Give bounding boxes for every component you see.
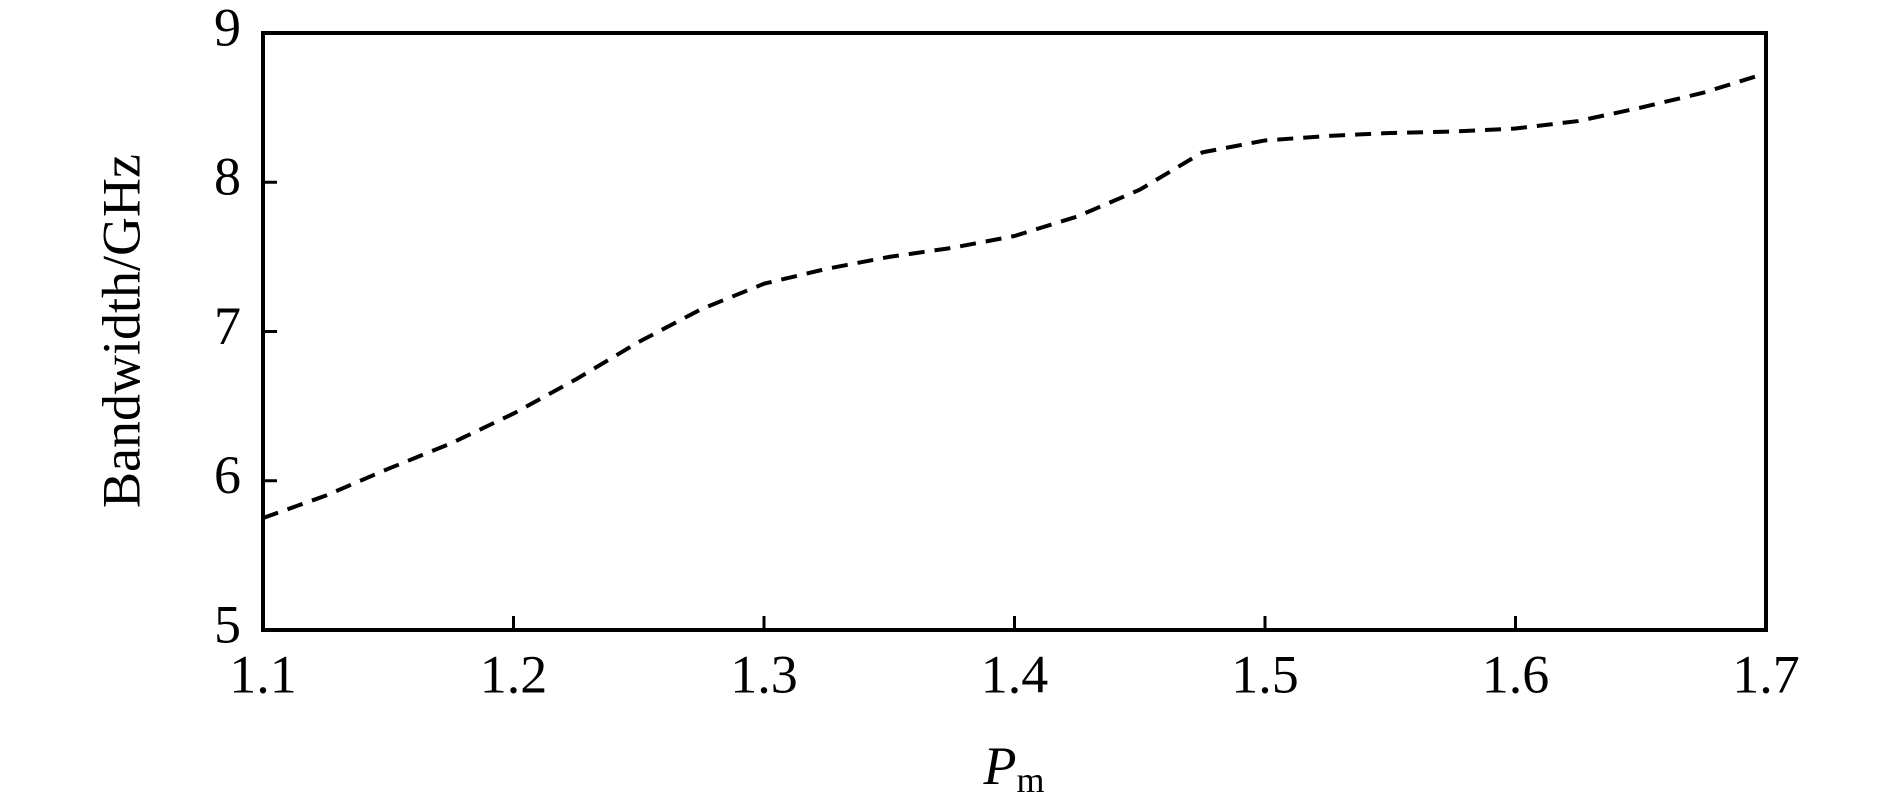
y-tick-label: 7 — [214, 296, 241, 356]
x-tick-label: 1.4 — [981, 644, 1049, 704]
y-tick-label: 5 — [214, 594, 241, 654]
x-tick-label: 1.6 — [1482, 644, 1550, 704]
x-label-subscript: m — [1016, 760, 1044, 800]
plot-frame — [261, 31, 1768, 632]
y-axis-label: Bandwidth/GHz — [91, 154, 151, 508]
y-tick-label: 6 — [214, 445, 241, 505]
x-tick-label: 1.3 — [730, 644, 798, 704]
x-label-symbol: P — [982, 736, 1016, 796]
x-tick-label: 1.7 — [1732, 644, 1800, 704]
data-line — [262, 71, 1767, 520]
y-tick-label: 8 — [214, 147, 241, 207]
y-tick-label: 9 — [214, 0, 241, 57]
x-tick-label: 1.2 — [480, 644, 548, 704]
x-tick-label: 1.5 — [1231, 644, 1299, 704]
x-axis-label: Pm — [982, 736, 1044, 800]
x-tick-label: 1.1 — [229, 644, 297, 704]
